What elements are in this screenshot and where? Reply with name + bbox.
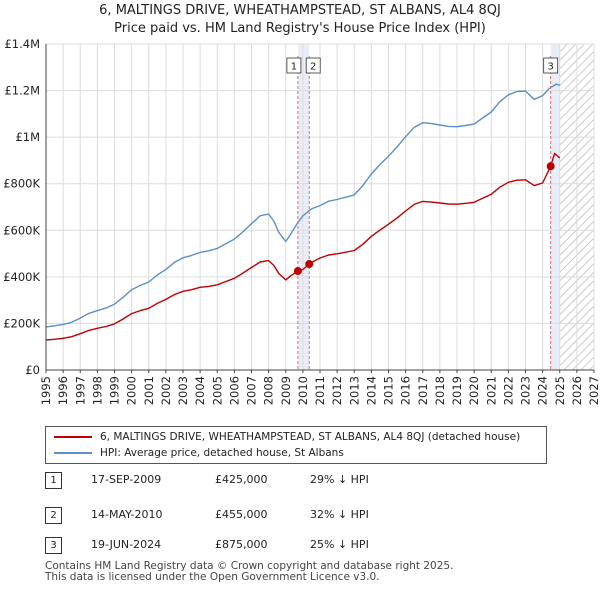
x-tick-label: 1995 (39, 376, 53, 405)
sale-point (305, 260, 314, 269)
hpi-line (46, 83, 561, 328)
x-tick-label: 2013 (347, 376, 361, 405)
y-tick-label: £1M (15, 130, 40, 144)
x-tick-label: 2019 (450, 376, 464, 405)
x-tick-label: 2010 (296, 376, 310, 405)
transaction-date: 17-SEP-2009 (91, 473, 162, 486)
sale-point (293, 267, 302, 276)
chart-title: 6, MALTINGS DRIVE, WHEATHAMPSTEAD, ST AL… (99, 3, 501, 18)
legend-label-hpi: HPI: Average price, detached house, St A… (100, 447, 344, 459)
x-tick-label: 2027 (587, 376, 600, 405)
x-tick-label: 2018 (433, 376, 447, 405)
legend-label-property: 6, MALTINGS DRIVE, WHEATHAMPSTEAD, ST AL… (100, 431, 521, 443)
sale-label-box (286, 57, 302, 74)
transaction-price: £875,000 (215, 538, 268, 551)
transaction-price: £455,000 (215, 508, 268, 521)
x-tick-label: 1999 (108, 376, 122, 405)
x-tick-label: 2000 (125, 376, 139, 405)
x-tick-label: 1997 (73, 376, 87, 405)
property-line-swatch (54, 436, 92, 438)
x-tick-label: 2017 (416, 376, 430, 405)
x-tick-label: 2025 (553, 376, 567, 405)
x-tick-label: 2014 (364, 376, 378, 405)
y-tick-label: £200K (3, 316, 40, 330)
transaction-badge: 2 (45, 507, 62, 524)
footer: Contains HM Land Registry data © Crown c… (45, 561, 453, 583)
transaction-badge: 1 (45, 472, 62, 489)
x-tick-label: 2001 (142, 376, 156, 405)
x-tick-label: 2012 (330, 376, 344, 405)
transaction-price: £425,000 (215, 473, 268, 486)
x-tick-label: 2005 (210, 376, 224, 405)
footer-line-2: This data is licensed under the Open Gov… (45, 571, 380, 583)
transaction-row: 1 17-SEP-2009 £425,000 29% ↓ HPI (45, 472, 545, 492)
x-tick-label: 2009 (279, 376, 293, 405)
sale-label-box (305, 57, 321, 74)
transaction-row: 3 19-JUN-2024 £875,000 25% ↓ HPI (45, 537, 545, 557)
sale-label: 3 (547, 62, 553, 73)
y-tick-label: £600K (3, 223, 40, 237)
transaction-badge: 3 (45, 537, 62, 554)
sale-label-box (543, 57, 559, 74)
y-tick-label: £800K (3, 177, 40, 191)
footer-line-1: Contains HM Land Registry data © Crown c… (45, 560, 454, 572)
sale-period-highlight (297, 44, 310, 370)
transaction-date: 19-JUN-2024 (91, 538, 162, 551)
transaction-hpi-diff: 32% ↓ HPI (310, 508, 369, 521)
transaction-hpi-diff: 25% ↓ HPI (310, 538, 369, 551)
price-chart: 1 2 3 £0 £200K £400K £600K £800K £1M £1.2M £1.4M 1… (3, 37, 600, 405)
chart-subtitle: Price paid vs. HM Land Registry's House … (114, 21, 486, 36)
x-tick-label: 2003 (176, 376, 190, 405)
x-tick-label: 2024 (536, 376, 550, 405)
hpi-line-swatch (54, 452, 92, 454)
x-tick-label: 2021 (484, 376, 498, 405)
x-tick-label: 2015 (382, 376, 396, 405)
x-tick-label: 2011 (313, 376, 327, 405)
x-tick-label: 2008 (262, 376, 276, 405)
sale-label: 2 (310, 62, 316, 73)
property-price-line (46, 152, 561, 341)
x-tick-label: 2026 (570, 376, 584, 405)
x-tick-label: 1996 (56, 376, 70, 405)
x-tick-label: 2016 (399, 376, 413, 405)
x-tick-label: 2022 (501, 376, 515, 405)
y-tick-label: £1.2M (4, 84, 40, 98)
x-tick-label: 1998 (90, 376, 104, 405)
x-tick-label: 2007 (245, 376, 259, 405)
x-tick-label: 2020 (467, 376, 481, 405)
x-tick-label: 2023 (519, 376, 533, 405)
y-tick-label: £0 (25, 363, 40, 377)
sale-period-highlight (550, 44, 560, 370)
transaction-hpi-diff: 29% ↓ HPI (310, 473, 369, 486)
x-tick-label: 2004 (193, 376, 207, 405)
legend: 6, MALTINGS DRIVE, WHEATHAMPSTEAD, ST AL… (45, 426, 547, 464)
x-tick-label: 2006 (227, 376, 241, 405)
sale-label: 1 (291, 62, 297, 73)
transaction-date: 14-MAY-2010 (91, 508, 163, 521)
y-tick-label: £1.4M (4, 37, 40, 51)
transaction-row: 2 14-MAY-2010 £455,000 32% ↓ HPI (45, 507, 545, 527)
sale-point (546, 162, 555, 171)
y-tick-label: £400K (3, 270, 40, 284)
x-tick-label: 2002 (159, 376, 173, 405)
